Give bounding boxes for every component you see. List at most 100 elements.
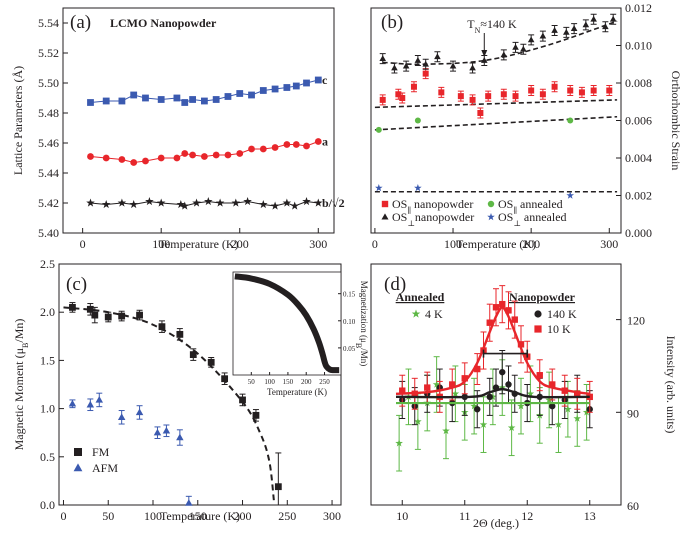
panel-a-y-tick-label: 5.48 <box>38 106 59 120</box>
panel-d-legend-label: 10 K <box>547 322 571 336</box>
panel-d-legend: Annealed 4 K Nanopowder 140 K10 K <box>396 290 577 336</box>
panel-d-point <box>414 417 422 425</box>
panel-c-x-tick-label: 200 <box>234 509 252 523</box>
panel-c-y-ticks: 0.0 0.5 1.0 1.5 2.0 2.5 <box>40 257 64 512</box>
panel-b-point <box>602 23 609 30</box>
panel-c-inset-curve <box>234 273 340 374</box>
panel-d: 10 11 12 13 60 90 120 2Θ (deg.) Intensity (arb. … <box>370 263 678 530</box>
panel-a-point <box>189 96 197 103</box>
panel-a-y-tick-label: 5.42 <box>38 196 59 210</box>
panel-a-point <box>314 138 322 145</box>
panel-d-y-tick-label: 60 <box>627 499 639 513</box>
panel-d-point <box>499 300 506 308</box>
panel-c-legend-marker <box>74 448 82 456</box>
panel-a-point <box>259 145 267 153</box>
panel-a-point <box>314 76 322 84</box>
panel-d-point <box>517 341 525 348</box>
panel-d-point <box>507 423 516 431</box>
panel-a-point <box>87 153 94 160</box>
panel-a-x-tick-label: 0 <box>80 237 86 251</box>
panel-d-x-tick-label: 10 <box>396 509 408 523</box>
panel-a-point <box>314 198 323 207</box>
panel-b-point <box>527 36 535 43</box>
panel-a-point <box>282 198 292 207</box>
panel-a-point <box>292 82 300 90</box>
panel-b-label: (b) <box>381 12 403 33</box>
panel-c-x-tick-label: 300 <box>323 509 341 523</box>
panel-c-point <box>153 428 162 436</box>
panel-a-x-ticks: 0 100 200 300 <box>80 228 327 251</box>
panel-a-point <box>200 97 208 105</box>
panel-a-point <box>283 141 291 148</box>
panel-a-point <box>118 97 126 105</box>
panel-b-legend-label-rest: annealed <box>521 210 567 224</box>
panel-d-point <box>449 381 456 388</box>
panel-d-point <box>492 304 500 311</box>
panel-b-point <box>422 60 429 67</box>
panel-d-point <box>470 402 478 410</box>
panel-a-point <box>86 198 95 207</box>
panel-c-point <box>86 400 95 408</box>
panel-d-point <box>432 380 441 388</box>
panel-b-point <box>590 87 597 94</box>
panel-a-series-label: c <box>322 73 328 87</box>
panel-c-point <box>252 411 260 419</box>
panel-c-point <box>176 330 184 338</box>
panel-a-point <box>117 198 127 207</box>
panel-a-point <box>215 198 225 207</box>
panel-b-series-0 <box>379 68 613 119</box>
panel-b-y-tick-label: 0.010 <box>625 39 652 53</box>
panel-c-inset-y-tick-label: 0.15 <box>343 291 356 299</box>
panel-d-y-ticks: 60 90 120 <box>616 314 645 513</box>
panel-b-legend-label-sub: ⊥ <box>407 219 415 228</box>
panel-b-x-tick-label: 100 <box>444 237 462 251</box>
panel-a-point <box>224 151 232 159</box>
panel-d-fit-line-1 <box>395 387 590 399</box>
panel-a-y-tick-label: 5.44 <box>38 166 59 180</box>
panel-a-point <box>290 201 299 210</box>
panel-b-legend-label-rest: annealed <box>517 197 563 211</box>
panel-a-x-axis-title: Temperature (K) <box>158 237 238 251</box>
panel-d-legend-title: Annealed <box>396 290 445 304</box>
panel-b-point <box>414 117 421 124</box>
panel-d-point <box>564 405 572 413</box>
panel-c-x-tick-label: 250 <box>278 509 296 523</box>
panel-d-x-ticks: 10 11 12 13 <box>396 500 596 523</box>
panel-b-point <box>402 62 410 69</box>
panel-d-point <box>549 402 556 410</box>
panel-a-label: (a) <box>70 12 91 33</box>
panel-a-title: LCMO Nanopowder <box>110 16 217 30</box>
panel-b-point <box>567 117 574 124</box>
panel-a-point <box>270 201 280 210</box>
panel-a-point <box>303 142 310 150</box>
panel-d-point <box>499 368 506 376</box>
panel-a-point <box>236 90 244 97</box>
panel-b-legend-label-main: OS <box>392 210 407 224</box>
panel-c-y-axis-title-main: Magnetic Moment (μ <box>12 348 26 450</box>
panel-b-point <box>434 53 441 60</box>
panel-a-point <box>101 200 111 209</box>
panel-a-y-tick-label: 5.54 <box>38 16 59 30</box>
panel-b-point <box>528 87 535 94</box>
panel-b: 0 100 200 300 0.000 0.002 0.004 0.006 0.008 0.010… <box>370 1 683 251</box>
panel-a-x-tick-label: 300 <box>309 237 327 251</box>
panel-c-point <box>189 351 197 359</box>
panel-c-point <box>68 399 77 407</box>
panel-d-point <box>511 316 518 323</box>
panel-d-x-tick-label: 12 <box>521 509 533 523</box>
panel-b-legend-marker <box>487 200 495 208</box>
panel-b-point <box>449 62 457 69</box>
panel-c-inset-y-axis-title-sub: B <box>355 343 364 348</box>
panel-a-point <box>189 151 197 159</box>
panel-a-point <box>173 154 181 162</box>
panel-c-point <box>162 426 171 434</box>
panel-b-x-tick-label: 200 <box>522 237 540 251</box>
panel-d-x-tick-label: 13 <box>584 509 596 523</box>
panel-d-point <box>442 426 450 435</box>
panel-a-point <box>212 151 220 159</box>
panel-c-error-bar <box>275 452 282 506</box>
panel-a-frame <box>62 7 335 234</box>
panel-b-annotation: TN≈140 K <box>467 17 517 35</box>
panel-b-point <box>582 21 590 28</box>
